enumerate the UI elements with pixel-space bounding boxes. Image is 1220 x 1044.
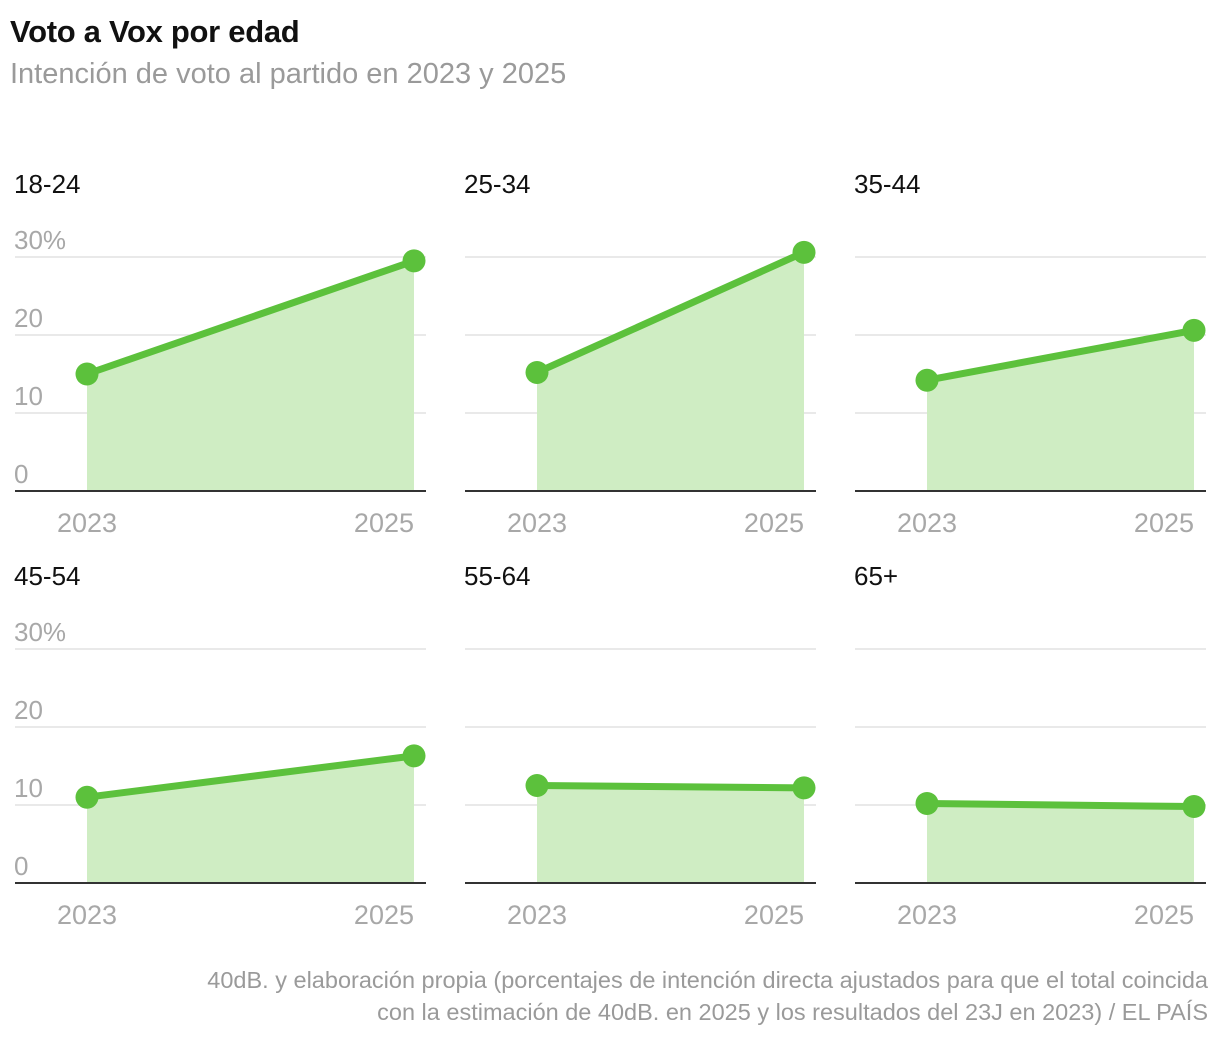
point-55-64-2025: [792, 776, 816, 800]
panel-label-35-44: 35-44: [854, 169, 921, 199]
x-tick-label-45-54-2023: 2023: [57, 900, 117, 930]
area-65plus: [927, 803, 1194, 883]
chart-subtitle: Intención de voto al partido en 2023 y 2…: [10, 58, 567, 90]
x-tick-label-25-34-2023: 2023: [507, 508, 567, 538]
series-line-18-24: [83, 257, 418, 378]
x-tick-label-18-24-2025: 2025: [354, 508, 414, 538]
point-65plus-2025: [1182, 795, 1206, 819]
panel-label-55-64: 55-64: [464, 561, 531, 591]
panel-label-25-34: 25-34: [464, 169, 531, 199]
series-line-65plus: [923, 799, 1198, 811]
series-line-55-64: [533, 782, 808, 792]
series-line-25-34: [533, 248, 808, 376]
x-tick-label-18-24-2023: 2023: [57, 508, 117, 538]
y-tick-label-45-54-10: 10: [14, 773, 43, 803]
panel-label-45-54: 45-54: [14, 561, 81, 591]
series-line-35-44: [923, 326, 1198, 384]
point-18-24-2023: [75, 362, 99, 386]
point-35-44-2023: [915, 368, 939, 392]
y-tick-label-18-24-10: 10: [14, 381, 43, 411]
y-tick-label-45-54-0: 0: [14, 851, 28, 881]
x-tick-label-25-34-2025: 2025: [744, 508, 804, 538]
area-25-34: [537, 252, 804, 491]
x-tick-label-55-64-2023: 2023: [507, 900, 567, 930]
source-line-2: con la estimación de 40dB. en 2025 y los…: [377, 999, 1208, 1025]
point-35-44-2025: [1182, 318, 1206, 342]
area-18-24: [87, 260, 414, 491]
panel-label-65plus: 65+: [854, 561, 898, 591]
y-tick-label-18-24-30: 30%: [14, 225, 66, 255]
x-tick-label-65plus-2025: 2025: [1134, 900, 1194, 930]
point-25-34-2023: [525, 360, 549, 384]
area-55-64: [537, 785, 804, 883]
point-25-34-2025: [792, 240, 816, 264]
point-45-54-2025: [402, 744, 426, 768]
y-tick-label-45-54-30: 30%: [14, 617, 66, 647]
x-tick-label-35-44-2023: 2023: [897, 508, 957, 538]
y-tick-label-18-24-0: 0: [14, 459, 28, 489]
chart-title: Voto a Vox por edad: [10, 14, 300, 49]
point-65plus-2023: [915, 791, 939, 815]
point-55-64-2023: [525, 774, 549, 797]
source-line-1: 40dB. y elaboración propia (porcentajes …: [207, 967, 1208, 993]
point-45-54-2023: [75, 785, 99, 809]
x-tick-label-45-54-2025: 2025: [354, 900, 414, 930]
series-line-45-54: [83, 752, 418, 801]
panel-label-18-24: 18-24: [14, 169, 81, 199]
point-18-24-2025: [402, 249, 426, 273]
y-tick-label-45-54-20: 20: [14, 695, 43, 725]
x-tick-label-35-44-2025: 2025: [1134, 508, 1194, 538]
x-tick-label-55-64-2025: 2025: [744, 900, 804, 930]
source-note: 40dB. y elaboración propia (porcentajes …: [8, 964, 1208, 1028]
x-tick-label-65plus-2023: 2023: [897, 900, 957, 930]
y-tick-label-18-24-20: 20: [14, 303, 43, 333]
